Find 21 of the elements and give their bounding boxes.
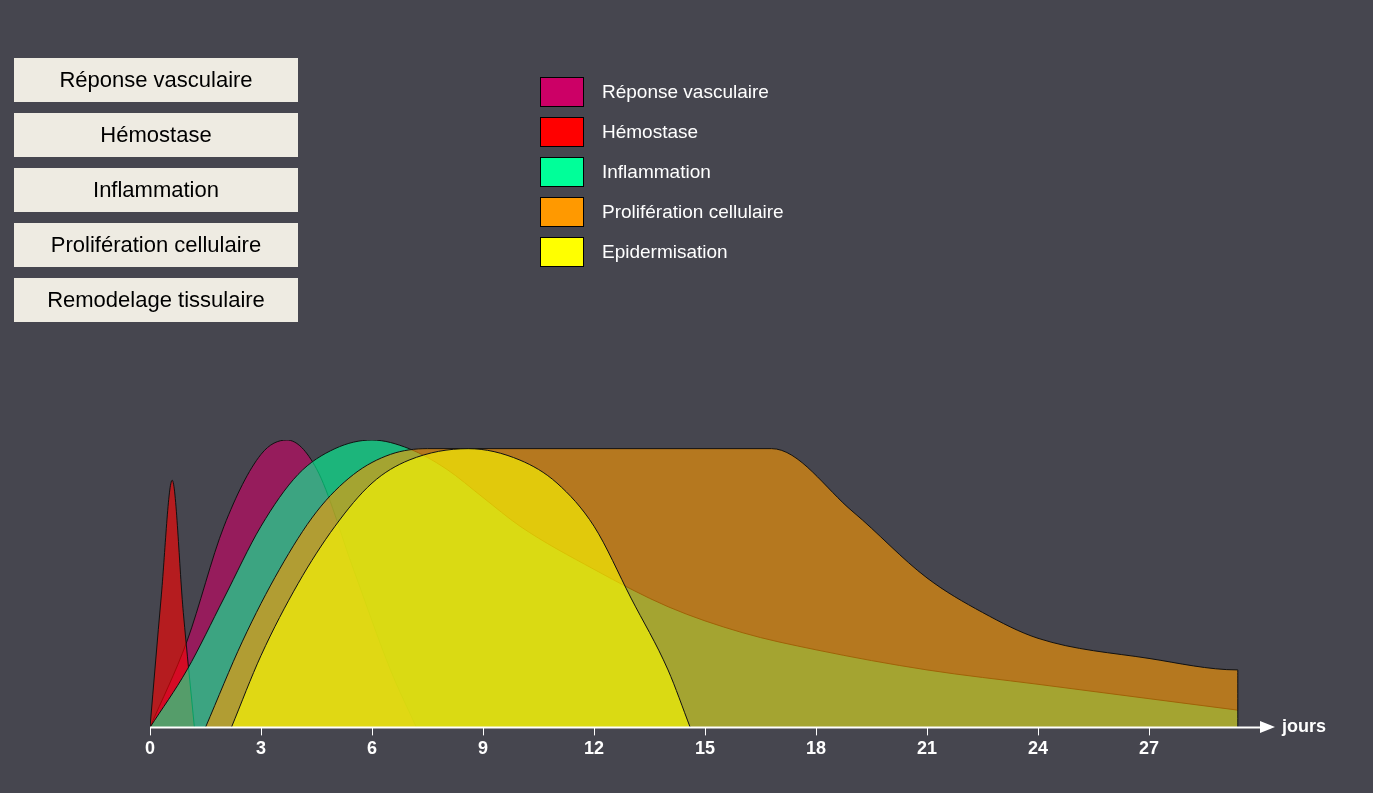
text: Remodelage tissulaire [14,278,298,322]
x-tick-label: 24 [1027,738,1049,759]
legend-label: Prolifération cellulaire [602,201,784,223]
x-tick-label: 27 [1138,738,1160,759]
text: Prolifération cellulaire [14,223,298,267]
x-tick-label: 3 [255,738,267,759]
text: Hémostase [14,113,298,157]
legend-label: Hémostase [602,121,699,143]
x-tick-label: 12 [583,738,605,759]
x-tick-label: 6 [366,738,378,759]
text: Inflammation [14,168,298,212]
x-tick-label: 15 [694,738,716,759]
x-axis-title: jours [1281,716,1327,737]
legend-label: Epidermisation [602,241,728,263]
text: Réponse vasculaire [14,58,298,102]
x-tick-label: 18 [805,738,827,759]
x-tick-label: 9 [477,738,489,759]
legend-label: Inflammation [602,161,711,183]
x-tick-label: 0 [144,738,156,759]
x-tick-label: 21 [916,738,938,759]
legend-label: Réponse vasculaire [602,81,769,103]
